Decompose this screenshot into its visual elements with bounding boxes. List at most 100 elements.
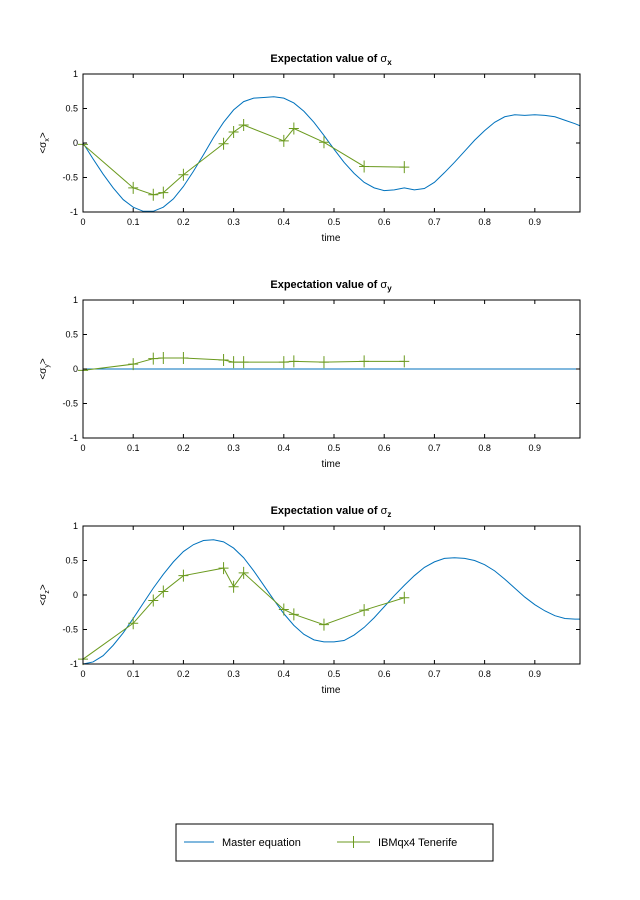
x-tick-label: 0.9 bbox=[529, 669, 542, 679]
axes-box bbox=[82, 73, 581, 213]
data-point bbox=[148, 352, 159, 365]
subplot-title: Expectation value of σy bbox=[270, 279, 392, 293]
y-tick-label: 1 bbox=[73, 521, 78, 531]
x-tick-label: 0.9 bbox=[529, 443, 542, 453]
data-point bbox=[238, 356, 249, 369]
data-point bbox=[238, 566, 249, 579]
series-line-master-equation bbox=[83, 96, 580, 212]
y-tick-label: 1 bbox=[73, 69, 78, 79]
y-axis-label: <σx> bbox=[38, 132, 51, 154]
data-point bbox=[158, 186, 169, 199]
data-point bbox=[218, 354, 229, 367]
x-tick-label: 0.4 bbox=[278, 669, 291, 679]
y-tick-label: 0 bbox=[73, 138, 78, 148]
y-tick-label: -0.5 bbox=[62, 173, 78, 183]
y-axis-label: <σy> bbox=[38, 358, 51, 380]
data-point bbox=[218, 137, 229, 150]
x-tick-label: 0.5 bbox=[328, 443, 341, 453]
data-point bbox=[359, 160, 370, 173]
data-point bbox=[128, 181, 139, 194]
data-point bbox=[228, 356, 239, 369]
x-tick-label: 0.3 bbox=[227, 669, 240, 679]
plot-area: 0 0.1 0.2 0.3 0.4 0.5 0.6 0.7 0.8 0.9 -1 -0.5 0 0.5 1 bbox=[62, 69, 581, 227]
x-tick-label: 0.7 bbox=[428, 669, 441, 679]
x-axis-label: time bbox=[322, 233, 341, 244]
x-tick-label: 0.3 bbox=[227, 443, 240, 453]
x-tick-label: 0.2 bbox=[177, 217, 190, 227]
y-tick-label: -1 bbox=[70, 659, 78, 669]
data-point bbox=[148, 188, 159, 201]
data-point bbox=[218, 562, 229, 575]
x-tick-label: 0.6 bbox=[378, 669, 391, 679]
plot-area: 0 0.1 0.2 0.3 0.4 0.5 0.6 0.7 0.8 0.9 -1 -0.5 0 0.5 1 bbox=[62, 295, 581, 453]
data-point bbox=[158, 351, 169, 364]
y-tick-label: -1 bbox=[70, 207, 78, 217]
data-point bbox=[278, 134, 289, 147]
axes-box bbox=[82, 525, 581, 665]
x-tick-label: 0.7 bbox=[428, 443, 441, 453]
data-point bbox=[288, 355, 299, 368]
subplot-title: Expectation value of σx bbox=[270, 53, 392, 67]
legend-box bbox=[175, 823, 494, 862]
data-point bbox=[399, 161, 410, 174]
plot-area: 0 0.1 0.2 0.3 0.4 0.5 0.6 0.7 0.8 0.9 -1 -0.5 0 0.5 1 bbox=[62, 521, 581, 679]
x-tick-label: 0.4 bbox=[278, 217, 291, 227]
data-point bbox=[318, 136, 329, 149]
x-axis-label: time bbox=[322, 685, 341, 696]
y-tick-label: -0.5 bbox=[62, 399, 78, 409]
data-point bbox=[148, 594, 159, 607]
data-point bbox=[278, 603, 289, 616]
series-line-ibmqx4-tenerife bbox=[83, 567, 405, 660]
x-tick-label: 0.3 bbox=[227, 217, 240, 227]
x-tick-label: 0.7 bbox=[428, 217, 441, 227]
x-tick-label: 0.1 bbox=[127, 669, 140, 679]
x-tick-label: 0.6 bbox=[378, 217, 391, 227]
data-point bbox=[178, 569, 189, 582]
data-point bbox=[288, 608, 299, 621]
series-line-ibmqx4-tenerife bbox=[83, 124, 405, 196]
y-axis-label: <σz> bbox=[38, 584, 51, 606]
x-tick-label: 0 bbox=[80, 669, 85, 679]
x-tick-label: 0.5 bbox=[328, 669, 341, 679]
x-tick-label: 0 bbox=[80, 217, 85, 227]
subplot-sigma-z: Expectation value of σz 0 0.1 0.2 0.3 0.4 0.5… bbox=[38, 505, 581, 696]
legend-label-ibmqx4-tenerife: IBMqx4 Tenerife bbox=[378, 837, 457, 849]
x-tick-label: 0.5 bbox=[328, 217, 341, 227]
x-tick-label: 0.6 bbox=[378, 443, 391, 453]
x-tick-label: 0.8 bbox=[478, 443, 491, 453]
data-point bbox=[178, 168, 189, 181]
data-point bbox=[228, 580, 239, 593]
data-point bbox=[318, 618, 329, 631]
y-tick-label: 0.5 bbox=[65, 330, 78, 340]
data-point bbox=[238, 119, 249, 132]
x-axis-label: time bbox=[322, 459, 341, 470]
data-point bbox=[359, 355, 370, 368]
y-tick-label: 1 bbox=[73, 295, 78, 305]
legend-item-master-equation: Master equation bbox=[184, 837, 301, 849]
y-tick-label: 0.5 bbox=[65, 104, 78, 114]
x-tick-label: 0.2 bbox=[177, 669, 190, 679]
series-line-master-equation bbox=[83, 539, 580, 664]
y-tick-label: 0 bbox=[73, 364, 78, 374]
legend-item-ibmqx4-tenerife: IBMqx4 Tenerife bbox=[337, 836, 457, 849]
y-tick-label: 0.5 bbox=[65, 556, 78, 566]
legend-marker-plus bbox=[347, 836, 360, 848]
data-point bbox=[278, 356, 289, 369]
x-tick-label: 0.1 bbox=[127, 443, 140, 453]
x-tick-label: 0.2 bbox=[177, 443, 190, 453]
y-tick-label: -0.5 bbox=[62, 625, 78, 635]
data-point bbox=[399, 591, 410, 604]
data-point bbox=[158, 585, 169, 598]
legend: Master equation IBMqx4 Tenerife bbox=[175, 823, 494, 862]
subplot-title: Expectation value of σz bbox=[271, 505, 392, 519]
x-tick-label: 0.9 bbox=[529, 217, 542, 227]
subplot-sigma-x: Expectation value of σx 0 0.1 0.2 0.3 0.4 0.5… bbox=[38, 53, 581, 244]
y-tick-label: -1 bbox=[70, 433, 78, 443]
data-point bbox=[128, 358, 139, 371]
data-point bbox=[318, 356, 329, 369]
data-point bbox=[128, 617, 139, 630]
x-tick-label: 0.4 bbox=[278, 443, 291, 453]
data-point bbox=[288, 122, 299, 135]
x-tick-label: 0.8 bbox=[478, 217, 491, 227]
